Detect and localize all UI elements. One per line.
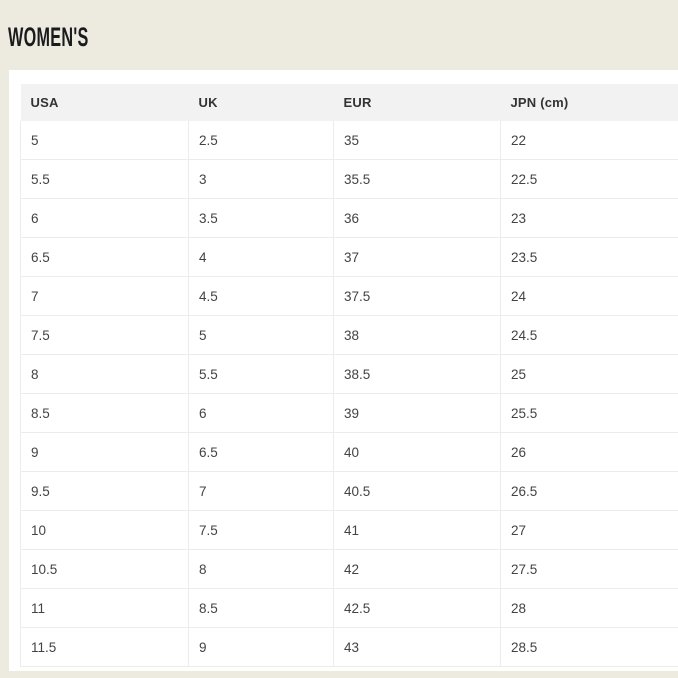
size-cell: 2.5 (188, 121, 334, 160)
table-row: 7 4.5 37.5 24 (20, 276, 678, 316)
size-table: USA UK EUR JPN (cm) 5 2.5 35 22 5.5 3 35.5 22.5 6 3.… (20, 84, 678, 667)
size-cell: 7.5 (20, 315, 189, 355)
size-cell: 4.5 (188, 276, 334, 316)
size-cell: 22.5 (500, 159, 678, 199)
size-cell: 28 (500, 588, 678, 628)
size-cell: 8.5 (188, 588, 334, 628)
size-cell: 4 (188, 237, 334, 277)
size-cell: 7.5 (188, 510, 334, 550)
page-title: WOMEN'S (8, 22, 89, 52)
size-cell: 8 (188, 549, 334, 589)
table-row: 6 3.5 36 23 (20, 198, 678, 238)
size-cell: 39 (333, 393, 501, 433)
size-cell: 9 (188, 627, 334, 667)
size-cell: 37.5 (333, 276, 501, 316)
size-cell: 9 (20, 432, 189, 472)
size-cell: 22 (500, 121, 678, 160)
size-cell: 25.5 (500, 393, 678, 433)
size-cell: 27 (500, 510, 678, 550)
size-cell: 36 (333, 198, 501, 238)
size-cell: 43 (333, 627, 501, 667)
table-row: 9.5 7 40.5 26.5 (20, 471, 678, 511)
column-header-jpn-cm: JPN (cm) (500, 84, 678, 121)
size-cell: 10.5 (20, 549, 189, 589)
size-cell: 8.5 (20, 393, 189, 433)
size-cell: 35.5 (333, 159, 501, 199)
size-cell: 5 (188, 315, 334, 355)
size-cell: 6.5 (188, 432, 334, 472)
table-row: 11.5 9 43 28.5 (20, 627, 678, 667)
table-row: 5 2.5 35 22 (20, 121, 678, 160)
size-cell: 6 (188, 393, 334, 433)
size-cell: 38.5 (333, 354, 501, 394)
table-row: 5.5 3 35.5 22.5 (20, 159, 678, 199)
table-row: 6.5 4 37 23.5 (20, 237, 678, 277)
header-row: USA UK EUR JPN (cm) (20, 84, 678, 121)
size-cell: 5 (20, 121, 189, 160)
size-cell: 28.5 (500, 627, 678, 667)
size-cell: 9.5 (20, 471, 189, 511)
size-cell: 24.5 (500, 315, 678, 355)
size-cell: 42.5 (333, 588, 501, 628)
size-cell: 37 (333, 237, 501, 277)
size-cell: 41 (333, 510, 501, 550)
size-table-head: USA UK EUR JPN (cm) (20, 84, 678, 121)
size-cell: 24 (500, 276, 678, 316)
size-cell: 23.5 (500, 237, 678, 277)
size-cell: 10 (20, 510, 189, 550)
size-cell: 5.5 (20, 159, 189, 199)
size-cell: 7 (188, 471, 334, 511)
size-cell: 25 (500, 354, 678, 394)
table-row: 10 7.5 41 27 (20, 510, 678, 550)
table-row: 11 8.5 42.5 28 (20, 588, 678, 628)
size-cell: 38 (333, 315, 501, 355)
size-cell: 35 (333, 121, 501, 160)
size-cell: 11 (20, 588, 189, 628)
column-header-uk: UK (188, 84, 334, 121)
size-cell: 8 (20, 354, 189, 394)
size-cell: 3.5 (188, 198, 334, 238)
size-table-body: 5 2.5 35 22 5.5 3 35.5 22.5 6 3.5 36 23 6.5 4 37 23.5 7 4… (20, 121, 678, 667)
size-cell: 6 (20, 198, 189, 238)
size-cell: 40 (333, 432, 501, 472)
size-cell: 42 (333, 549, 501, 589)
size-cell: 40.5 (333, 471, 501, 511)
column-header-usa: USA (20, 84, 189, 121)
size-cell: 6.5 (20, 237, 189, 277)
size-table-panel: USA UK EUR JPN (cm) 5 2.5 35 22 5.5 3 35.5 22.5 6 3.… (9, 70, 678, 671)
column-header-eur: EUR (333, 84, 501, 121)
size-cell: 27.5 (500, 549, 678, 589)
size-cell: 23 (500, 198, 678, 238)
size-cell: 26 (500, 432, 678, 472)
table-row: 10.5 8 42 27.5 (20, 549, 678, 589)
table-row: 9 6.5 40 26 (20, 432, 678, 472)
size-cell: 7 (20, 276, 189, 316)
size-cell: 11.5 (20, 627, 189, 667)
table-row: 8.5 6 39 25.5 (20, 393, 678, 433)
size-cell: 5.5 (188, 354, 334, 394)
table-row: 7.5 5 38 24.5 (20, 315, 678, 355)
table-row: 8 5.5 38.5 25 (20, 354, 678, 394)
size-cell: 3 (188, 159, 334, 199)
size-cell: 26.5 (500, 471, 678, 511)
